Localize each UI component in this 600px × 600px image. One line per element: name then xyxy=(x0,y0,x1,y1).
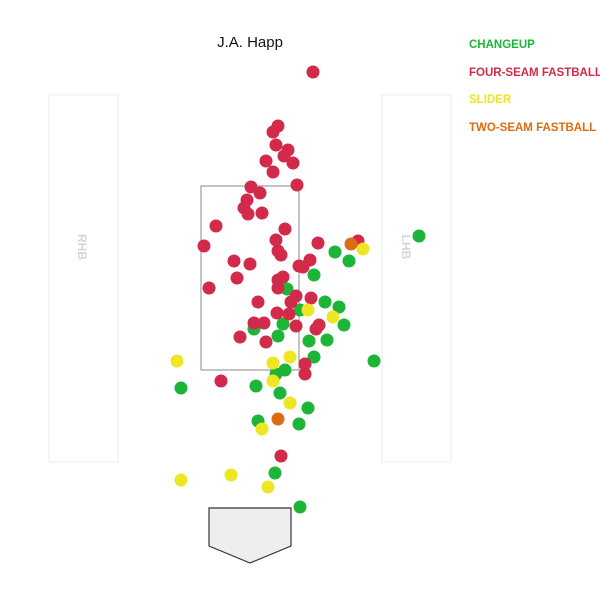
legend: CHANGEUP FOUR-SEAM FASTBALL SLIDER TWO-S… xyxy=(469,39,600,134)
pitch-point-slider xyxy=(225,469,238,482)
pitch-point-four-seam-fastball xyxy=(270,234,283,247)
pitch-point-four-seam-fastball xyxy=(210,220,223,233)
lhb-label: LHB xyxy=(399,235,413,260)
pitch-point-slider xyxy=(284,397,297,410)
pitch-point-slider xyxy=(284,351,297,364)
pitch-point-changeup xyxy=(269,467,282,480)
pitch-point-slider xyxy=(302,304,315,317)
pitch-point-changeup xyxy=(294,501,307,514)
legend-four-seam-fastball: FOUR-SEAM FASTBALL xyxy=(469,67,600,79)
pitch-point-four-seam-fastball xyxy=(198,240,211,253)
pitch-point-four-seam-fastball xyxy=(256,207,269,220)
pitch-point-four-seam-fastball xyxy=(228,255,241,268)
pitch-point-four-seam-fastball xyxy=(248,317,261,330)
pitch-point-two-seam-fastball xyxy=(345,238,358,251)
lhb-batter-box xyxy=(382,95,451,462)
pitch-point-slider xyxy=(256,423,269,436)
pitch-point-four-seam-fastball xyxy=(312,237,325,250)
pitch-point-slider xyxy=(262,481,275,494)
pitch-point-four-seam-fastball xyxy=(305,292,318,305)
pitch-point-four-seam-fastball xyxy=(279,223,292,236)
rhb-batter-box xyxy=(49,95,118,462)
pitch-point-four-seam-fastball xyxy=(231,272,244,285)
pitch-point-four-seam-fastball xyxy=(285,296,298,309)
pitch-point-slider xyxy=(171,355,184,368)
legend-changeup: CHANGEUP xyxy=(469,39,535,51)
pitch-point-changeup xyxy=(272,330,285,343)
pitch-point-slider xyxy=(267,375,280,388)
pitch-point-four-seam-fastball xyxy=(203,282,216,295)
pitch-point-changeup xyxy=(302,402,315,415)
pitch-point-four-seam-fastball xyxy=(242,208,255,221)
pitch-point-changeup xyxy=(303,335,316,348)
pitch-point-changeup xyxy=(293,418,306,431)
pitch-point-changeup xyxy=(321,334,334,347)
chart-title: J.A. Happ xyxy=(217,34,283,51)
pitch-point-changeup xyxy=(175,382,188,395)
pitch-point-four-seam-fastball xyxy=(260,336,273,349)
pitch-point-four-seam-fastball xyxy=(267,166,280,179)
pitch-point-slider xyxy=(357,243,370,256)
pitch-point-four-seam-fastball xyxy=(260,155,273,168)
pitch-point-four-seam-fastball xyxy=(291,179,304,192)
pitch-point-four-seam-fastball xyxy=(307,66,320,79)
pitch-point-slider xyxy=(327,311,340,324)
pitch-point-changeup xyxy=(368,355,381,368)
pitch-point-four-seam-fastball xyxy=(299,368,312,381)
pitch-point-four-seam-fastball xyxy=(244,258,257,271)
pitch-point-four-seam-fastball xyxy=(272,282,285,295)
pitch-point-four-seam-fastball xyxy=(254,187,267,200)
rhb-label: RHB xyxy=(75,234,89,260)
pitch-point-four-seam-fastball xyxy=(215,375,228,388)
pitch-point-four-seam-fastball xyxy=(290,320,303,333)
pitch-point-changeup xyxy=(338,319,351,332)
legend-two-seam-fastball: TWO-SEAM FASTBALL xyxy=(469,122,596,134)
pitch-point-four-seam-fastball xyxy=(283,308,296,321)
pitch-point-four-seam-fastball xyxy=(275,450,288,463)
pitch-point-changeup xyxy=(250,380,263,393)
pitch-point-changeup xyxy=(319,296,332,309)
pitch-point-four-seam-fastball xyxy=(287,157,300,170)
pitch-points xyxy=(171,66,426,514)
pitch-point-four-seam-fastball xyxy=(313,319,326,332)
pitch-point-changeup xyxy=(343,255,356,268)
pitch-point-changeup xyxy=(308,269,321,282)
pitch-point-two-seam-fastball xyxy=(272,413,285,426)
pitch-point-four-seam-fastball xyxy=(234,331,247,344)
pitch-point-changeup xyxy=(274,387,287,400)
pitch-point-four-seam-fastball xyxy=(297,261,310,274)
home-plate xyxy=(209,508,291,563)
pitch-point-slider xyxy=(175,474,188,487)
legend-slider: SLIDER xyxy=(469,94,512,106)
pitch-point-four-seam-fastball xyxy=(272,245,285,258)
pitch-point-changeup xyxy=(413,230,426,243)
pitch-point-four-seam-fastball xyxy=(270,139,283,152)
pitch-point-four-seam-fastball xyxy=(267,126,280,139)
pitch-point-slider xyxy=(267,357,280,370)
pitch-point-four-seam-fastball xyxy=(271,307,284,320)
pitch-point-changeup xyxy=(329,246,342,259)
pitch-point-four-seam-fastball xyxy=(252,296,265,309)
